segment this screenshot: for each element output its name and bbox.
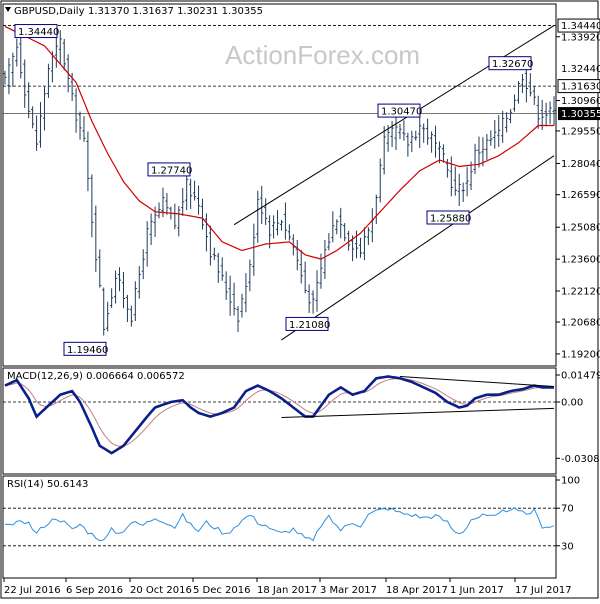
rsi-panel	[2, 475, 557, 579]
main-ytick-label: 1.30960	[561, 96, 600, 107]
annotation-label: 1.34440	[18, 27, 59, 38]
price-tag-box	[557, 18, 600, 33]
rsi-title: RSI(14) 50.6143	[7, 479, 88, 490]
channel-lower-line	[281, 155, 555, 341]
xtick-label: 17 Jul 2017	[515, 585, 572, 596]
macd-ytick-label: -0.030868	[561, 454, 600, 465]
moving-average-line	[4, 25, 554, 260]
main-ytick-label: 1.25080	[561, 223, 600, 234]
annotation-box	[488, 56, 532, 71]
annotation-label: 1.27740	[151, 165, 192, 176]
xtick-label: 1 Jun 2017	[450, 585, 504, 596]
macd-title: MACD(12,26,9) 0.006664 0.006572	[7, 371, 185, 382]
xtick-label: 18 Jan 2017	[257, 585, 317, 596]
price-tag-current-label: 1.30355	[561, 109, 600, 120]
main-ytick-label: 1.23600	[561, 255, 600, 266]
annotation-box	[377, 103, 421, 118]
watermark: ActionForex.com	[225, 40, 420, 70]
annotation-box	[285, 316, 329, 331]
xtick-label: 3 Mar 2017	[320, 585, 377, 596]
macd-signal-line	[4, 377, 555, 447]
main-panel	[2, 3, 557, 367]
main-ytick-label: 1.22120	[561, 287, 600, 298]
rsi-line	[4, 507, 555, 542]
main-chart-title: GBPUSD,Daily	[14, 6, 85, 17]
price-tag-label: 1.31630	[561, 82, 600, 93]
rsi-ytick-label: 30	[561, 541, 574, 552]
annotation-box	[63, 341, 107, 356]
price-tag-current	[558, 107, 600, 121]
main-ytick-label: 1.26590	[561, 190, 600, 201]
annotation-box	[147, 162, 191, 177]
main-ytick-label: 1.20680	[561, 318, 600, 329]
annotation-box	[426, 210, 470, 225]
macd-line	[4, 375, 554, 455]
macd-ytick-label: 0.00	[561, 398, 583, 409]
ohlc-header: 1.31370 1.31637 1.30231 1.30355	[88, 6, 263, 17]
main-ytick-label: 1.29550	[561, 126, 600, 137]
rsi-ytick-label: 70	[561, 504, 574, 515]
annotation-label: 1.32670	[492, 59, 533, 70]
collapse-triangle-icon[interactable]	[5, 7, 11, 12]
macd-lower-trendline	[281, 407, 555, 419]
price-tag-box	[557, 79, 600, 94]
price-tag-label: 1.34440	[561, 21, 600, 32]
main-ytick-label: 1.28040	[561, 159, 600, 170]
rsi-ytick-label: 100	[561, 476, 580, 487]
macd-upper-trendline	[399, 375, 555, 387]
xtick-label: 6 Sep 2016	[66, 585, 123, 596]
annotation-label: 1.30470	[381, 107, 422, 118]
macd-panel	[2, 367, 557, 475]
price-tag-label: 1.32440	[561, 64, 600, 75]
xtick-label: 22 Jul 2016	[4, 585, 61, 596]
annotation-label: 1.21080	[289, 320, 330, 331]
xtick-label: 18 Apr 2017	[386, 585, 448, 596]
main-ytick-label: 1.33920	[561, 32, 600, 43]
xtick-label: 5 Dec 2016	[193, 585, 251, 596]
annotation-label: 1.25880	[430, 213, 471, 224]
annotation-box	[14, 24, 58, 39]
xtick-label: 20 Oct 2016	[130, 585, 192, 596]
annotation-label: 1.19460	[67, 345, 108, 356]
main-ytick-label: 1.19200	[561, 349, 600, 360]
macd-ytick-label: 0.014797	[561, 371, 600, 382]
